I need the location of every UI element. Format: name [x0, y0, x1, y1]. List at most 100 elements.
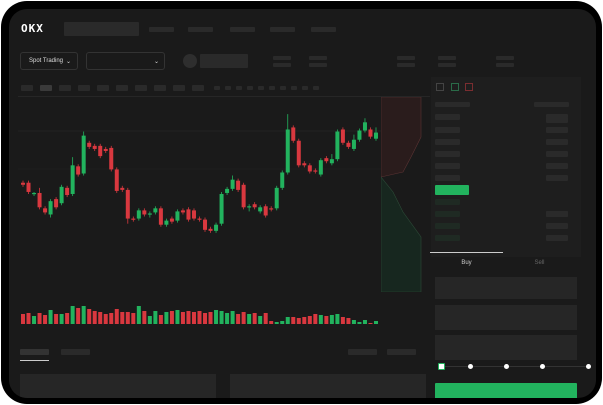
candle-body[interactable]	[368, 129, 373, 137]
candle-body[interactable]	[208, 228, 213, 231]
candle-body[interactable]	[37, 192, 42, 208]
candle-body[interactable]	[125, 189, 130, 219]
chart-tool-icon[interactable]	[269, 86, 275, 90]
order-book-both-icon[interactable]	[436, 83, 444, 91]
candle-body[interactable]	[230, 179, 235, 189]
timeframe-button[interactable]	[192, 85, 204, 91]
candle-body[interactable]	[136, 210, 141, 219]
slider-stop[interactable]	[503, 364, 509, 369]
candle-body[interactable]	[186, 209, 191, 220]
nav-item[interactable]	[311, 27, 336, 32]
candle-body[interactable]	[43, 208, 48, 213]
candle-body[interactable]	[252, 204, 257, 208]
candle-body[interactable]	[340, 129, 345, 143]
chart-tool-icon[interactable]	[236, 86, 242, 90]
chart-tool-icon[interactable]	[225, 86, 231, 90]
slider-stop[interactable]	[585, 364, 591, 369]
bid-price[interactable]	[435, 199, 460, 205]
candle-body[interactable]	[263, 206, 268, 216]
candle-body[interactable]	[302, 163, 307, 166]
candle-body[interactable]	[120, 187, 125, 190]
chart-tool-icon[interactable]	[247, 86, 253, 90]
candle-body[interactable]	[54, 199, 59, 208]
tab-buy[interactable]: Buy	[461, 260, 472, 266]
candle-body[interactable]	[280, 172, 285, 188]
candle-body[interactable]	[142, 210, 147, 215]
candle-body[interactable]	[92, 145, 97, 149]
timeframe-button[interactable]	[78, 85, 90, 91]
candle-body[interactable]	[131, 218, 136, 220]
candle-body[interactable]	[307, 165, 312, 172]
candle-body[interactable]	[26, 182, 31, 192]
candle-body[interactable]	[274, 187, 279, 209]
candle-body[interactable]	[180, 210, 185, 213]
candle-body[interactable]	[269, 208, 274, 210]
candle-body[interactable]	[351, 139, 356, 149]
candle-body[interactable]	[203, 219, 208, 230]
candle-body[interactable]	[70, 165, 75, 194]
chart-tool-icon[interactable]	[302, 86, 308, 90]
candle-body[interactable]	[147, 213, 152, 215]
candle-body[interactable]	[21, 182, 25, 185]
slider-stop[interactable]	[467, 364, 473, 369]
bid-price[interactable]	[435, 235, 460, 241]
candle-body[interactable]	[214, 224, 219, 231]
candle-body[interactable]	[329, 159, 334, 164]
candle-body[interactable]	[164, 220, 169, 225]
amount-input[interactable]	[435, 305, 577, 330]
candle-body[interactable]	[236, 180, 241, 190]
ask-price[interactable]	[435, 127, 460, 133]
candle-body[interactable]	[169, 218, 174, 222]
timeframe-button[interactable]	[154, 85, 166, 91]
nav-item[interactable]	[270, 27, 295, 32]
chart-tool-icon[interactable]	[280, 86, 286, 90]
order-book-sell-icon[interactable]	[465, 83, 473, 91]
tab-sell[interactable]: Sell	[534, 260, 545, 266]
tab-open-orders[interactable]	[20, 349, 49, 355]
candle-body[interactable]	[65, 187, 70, 196]
pair-select[interactable]: ⌄	[86, 52, 165, 70]
chart-tool-icon[interactable]	[258, 86, 264, 90]
candle-body[interactable]	[59, 186, 64, 204]
candle-body[interactable]	[32, 192, 37, 195]
order-book-buy-icon[interactable]	[451, 83, 459, 91]
chart-tool-icon[interactable]	[291, 86, 297, 90]
timeframe-button[interactable]	[173, 85, 185, 91]
candle-body[interactable]	[153, 208, 158, 213]
candle-body[interactable]	[109, 147, 114, 170]
candle-body[interactable]	[197, 218, 202, 220]
candlestick-chart[interactable]	[18, 99, 382, 334]
candle-body[interactable]	[291, 127, 296, 141]
candle-body[interactable]	[324, 158, 329, 162]
candle-body[interactable]	[241, 184, 246, 208]
ask-price[interactable]	[435, 114, 460, 120]
timeframe-button[interactable]	[21, 85, 33, 91]
timeframe-button[interactable]	[135, 85, 147, 91]
candle-body[interactable]	[114, 169, 119, 191]
total-input[interactable]	[435, 335, 577, 360]
nav-item[interactable]	[149, 27, 174, 32]
filter-button[interactable]	[387, 349, 416, 355]
candle-body[interactable]	[175, 211, 180, 221]
candle-body[interactable]	[258, 207, 263, 212]
candle-body[interactable]	[76, 166, 81, 175]
candle-body[interactable]	[362, 122, 367, 131]
candle-body[interactable]	[374, 132, 378, 139]
buy-button[interactable]	[435, 383, 577, 398]
candle-body[interactable]	[48, 201, 53, 215]
slider-stop[interactable]	[539, 364, 545, 369]
ask-price[interactable]	[435, 175, 460, 181]
price-input[interactable]	[435, 277, 577, 299]
chart-tool-icon[interactable]	[214, 86, 220, 90]
candle-body[interactable]	[247, 206, 252, 208]
timeframe-button[interactable]	[97, 85, 109, 91]
bid-price[interactable]	[435, 211, 460, 217]
candle-body[interactable]	[346, 142, 351, 147]
candle-body[interactable]	[103, 148, 108, 151]
candle-body[interactable]	[81, 135, 86, 174]
candle-body[interactable]	[335, 131, 340, 160]
ask-price[interactable]	[435, 139, 460, 145]
candle-body[interactable]	[357, 130, 362, 140]
search-bar[interactable]	[64, 22, 139, 36]
timeframe-button[interactable]	[116, 85, 128, 91]
